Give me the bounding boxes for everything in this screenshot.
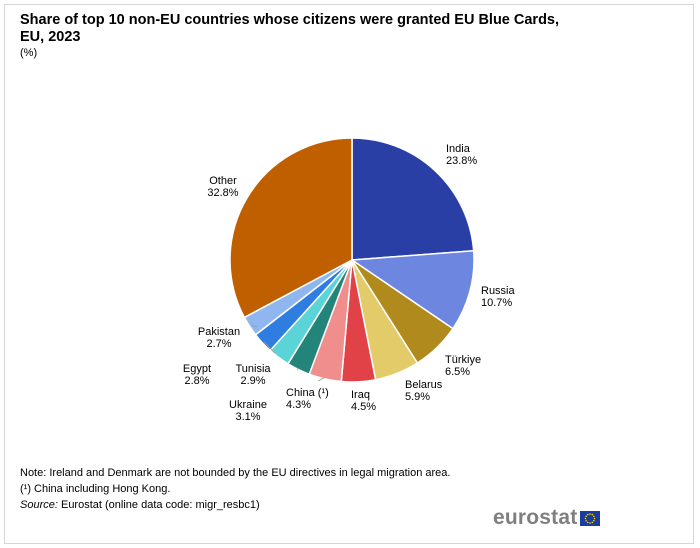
slice-label: Iraq 4.5% [351, 389, 376, 413]
leader-line [296, 367, 300, 371]
slice-label: China (¹) 4.3% [286, 387, 329, 411]
leader-line [317, 376, 326, 382]
chart-unit: (%) [20, 47, 38, 59]
source-label: Source: [20, 499, 58, 511]
leader-line [251, 324, 258, 328]
pie-slice-russia [349, 250, 475, 330]
slice-label: Russia 10.7% [481, 285, 516, 309]
eurostat-logo: eurostat [493, 506, 601, 530]
chart-title: Share of top 10 non-EU countries whose c… [20, 12, 560, 45]
slice-label: Other 32.8% [207, 175, 238, 199]
pie-slice-other [229, 137, 353, 319]
slice-label: Belarus 5.9% [405, 379, 443, 403]
footnotes: Note: Ireland and Denmark are not bounde… [20, 465, 450, 513]
source-text: Eurostat (online data code: migr_resbc1) [57, 499, 260, 511]
logo-text: eurostat [493, 506, 578, 529]
slice-label: Egypt 2.8% [183, 363, 211, 387]
footnote-text: (¹) China including Hong Kong. [20, 483, 171, 495]
leader-line [263, 341, 276, 354]
pie-slice-india [351, 137, 475, 261]
slice-label: Tunisia 2.9% [235, 363, 271, 387]
note-text: Note: Ireland and Denmark are not bounde… [20, 467, 451, 479]
slice-label: India 23.8% [446, 143, 477, 167]
slice-label: Pakistan 2.7% [198, 326, 240, 350]
slice-label: Türkiye 6.5% [445, 354, 481, 378]
source-line: Source: Eurostat (online data code: migr… [20, 497, 450, 513]
eu-flag-icon [580, 510, 601, 526]
chart-frame [4, 4, 694, 544]
slice-label: Ukraine 3.1% [229, 399, 267, 423]
